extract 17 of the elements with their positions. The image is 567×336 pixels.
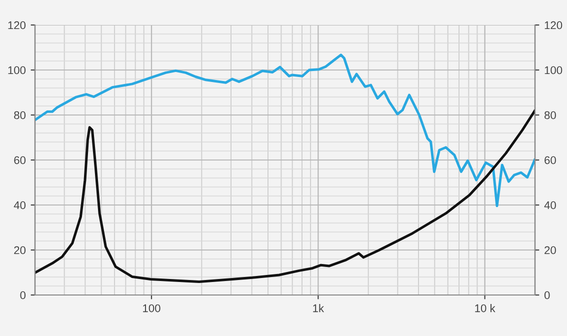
y-tick-label: 80 bbox=[14, 111, 26, 120]
x-tick-label: 1k bbox=[313, 304, 324, 312]
y-tick-label: 0 bbox=[20, 291, 26, 300]
x-tick-label: 100 bbox=[143, 304, 160, 312]
y2-tick-label: 120 bbox=[544, 21, 562, 30]
y-tick-label: 120 bbox=[8, 21, 26, 30]
y2-tick-label: 40 bbox=[544, 201, 556, 210]
y2-tick-label: 60 bbox=[544, 156, 556, 164]
y2-tick-label: 0 bbox=[544, 291, 550, 300]
y-tick-label: 60 bbox=[14, 156, 26, 164]
y2-tick-label: 80 bbox=[544, 111, 556, 120]
y2-tick-label: 20 bbox=[544, 246, 556, 254]
y-tick-label: 40 bbox=[14, 201, 26, 210]
x-tick-label: 10 k bbox=[475, 304, 496, 312]
y-tick-label: 20 bbox=[14, 246, 26, 254]
y2-tick-label: 100 bbox=[544, 66, 562, 74]
y-tick-label: 100 bbox=[8, 66, 26, 74]
